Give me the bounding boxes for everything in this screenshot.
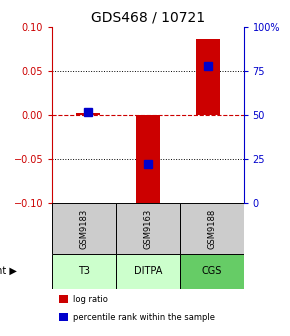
Bar <box>59 313 68 321</box>
Text: DITPA: DITPA <box>134 266 162 276</box>
Text: GSM9188: GSM9188 <box>207 208 216 249</box>
Text: CGS: CGS <box>202 266 222 276</box>
FancyBboxPatch shape <box>52 254 116 289</box>
Bar <box>196 39 220 115</box>
Title: GDS468 / 10721: GDS468 / 10721 <box>91 10 205 24</box>
FancyBboxPatch shape <box>180 254 244 289</box>
Bar <box>76 113 100 115</box>
FancyBboxPatch shape <box>52 203 116 254</box>
Bar <box>59 295 68 303</box>
Text: log ratio: log ratio <box>72 295 108 303</box>
Text: agent ▶: agent ▶ <box>0 266 17 276</box>
FancyBboxPatch shape <box>116 254 180 289</box>
Text: GSM9183: GSM9183 <box>79 208 89 249</box>
FancyBboxPatch shape <box>116 203 180 254</box>
Text: percentile rank within the sample: percentile rank within the sample <box>72 313 215 322</box>
Text: T3: T3 <box>78 266 90 276</box>
Bar <box>136 115 160 206</box>
FancyBboxPatch shape <box>180 203 244 254</box>
Text: GSM9163: GSM9163 <box>143 208 153 249</box>
